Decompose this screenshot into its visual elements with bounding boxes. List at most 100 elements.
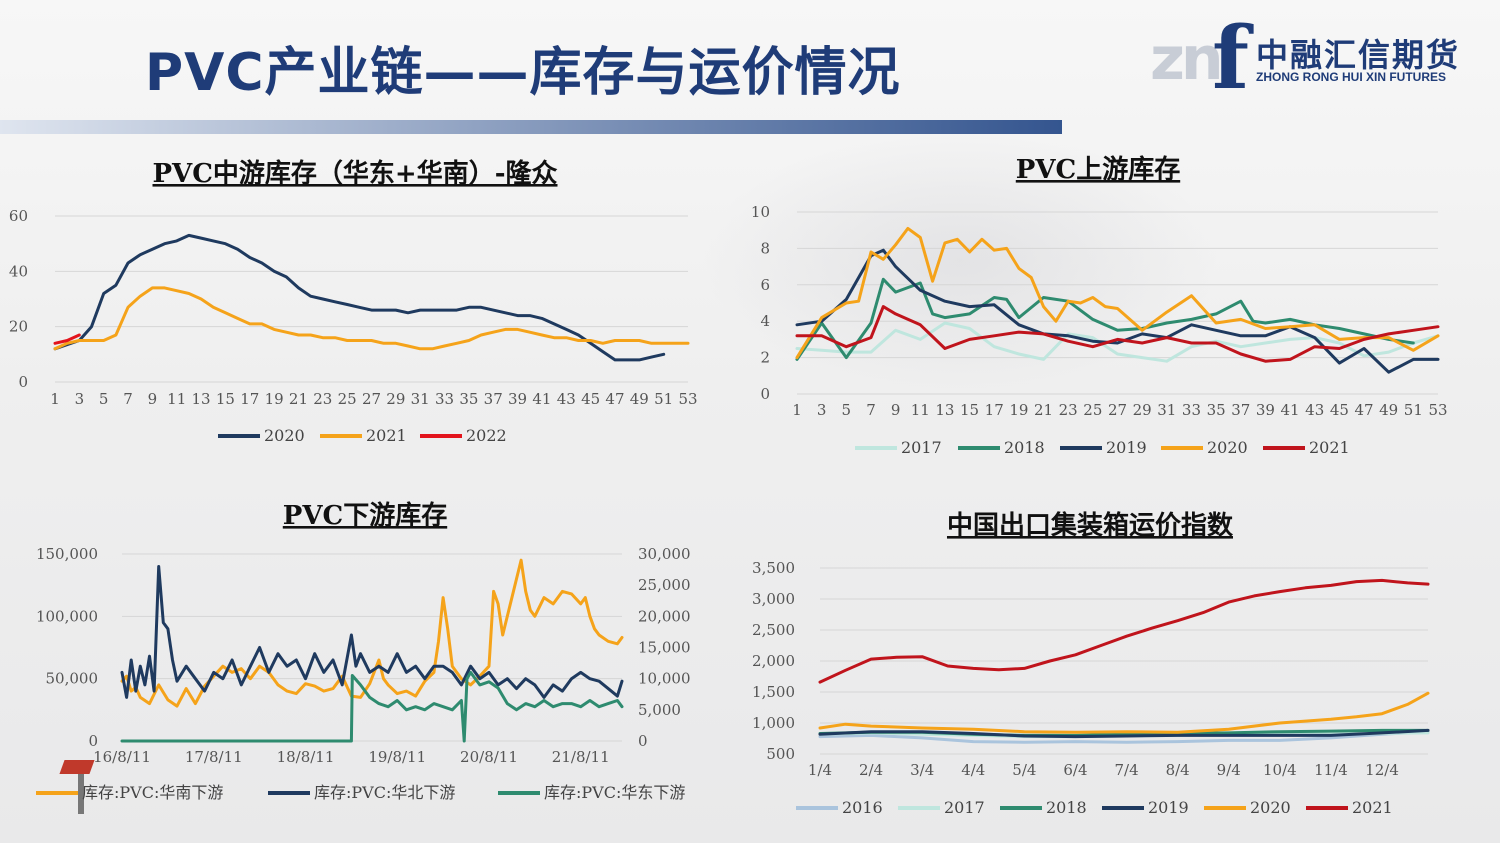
logo-chinese-name: 中融汇信期货 [1256, 36, 1461, 74]
series-line [795, 305, 1440, 363]
y-tick-label: 4 [760, 312, 770, 330]
x-tick-label: 1 [792, 401, 802, 419]
x-tick-label: 35 [459, 390, 478, 408]
x-tick-label: 20/8/11 [460, 748, 518, 766]
y-tick-label: 3,500 [752, 559, 795, 577]
x-tick-label: 6/4 [1063, 761, 1087, 779]
y-tick-label: 6 [760, 276, 770, 294]
x-tick-label: 13 [935, 401, 954, 419]
legend-label: 2020 [264, 426, 305, 445]
x-tick-label: 7/4 [1114, 761, 1138, 779]
legend-label: 2017 [901, 438, 942, 457]
y-tick-label: 100,000 [36, 607, 98, 625]
y-tick-label: 2 [760, 349, 770, 367]
x-tick-label: 23 [313, 390, 332, 408]
x-tick-label: 18/8/11 [277, 748, 335, 766]
x-tick-label: 21/8/11 [552, 748, 610, 766]
x-tick-label: 11 [167, 390, 186, 408]
y-tick-label: 150,000 [36, 545, 98, 563]
y-right-tick-label: 30,000 [638, 545, 691, 563]
x-tick-label: 41 [1281, 401, 1300, 419]
x-tick-label: 3 [817, 401, 827, 419]
signpost-pole-decoration [78, 774, 84, 814]
x-tick-label: 37 [1231, 401, 1250, 419]
x-tick-label: 45 [1330, 401, 1349, 419]
x-tick-label: 17/8/11 [185, 748, 243, 766]
legend-label: 库存:PVC:华东下游 [544, 783, 685, 802]
x-tick-label: 9/4 [1217, 761, 1241, 779]
x-tick-label: 15 [960, 401, 979, 419]
y-tick-label: 60 [9, 207, 28, 225]
x-tick-label: 37 [484, 390, 503, 408]
x-tick-label: 45 [581, 390, 600, 408]
logo-mark: zn [1150, 24, 1224, 94]
x-tick-label: 33 [435, 390, 454, 408]
x-tick-label: 35 [1207, 401, 1226, 419]
y-tick-label: 1,000 [752, 714, 795, 732]
x-tick-label: 8/4 [1166, 761, 1190, 779]
x-tick-label: 43 [557, 390, 576, 408]
legend-label: 2018 [1046, 798, 1087, 817]
title-underline-bar [0, 120, 1062, 134]
x-tick-label: 17 [985, 401, 1004, 419]
y-tick-label: 0 [18, 373, 28, 391]
x-tick-label: 25 [1083, 401, 1102, 419]
x-tick-label: 39 [508, 390, 527, 408]
x-tick-label: 1/4 [808, 761, 832, 779]
series-line [795, 277, 1415, 361]
x-tick-label: 23 [1059, 401, 1078, 419]
x-tick-label: 39 [1256, 401, 1275, 419]
legend-label: 2018 [1004, 438, 1045, 457]
series-line [53, 233, 666, 362]
legend-label: 2021 [1309, 438, 1350, 457]
y-right-tick-label: 15,000 [638, 639, 691, 657]
x-tick-label: 41 [532, 390, 551, 408]
y-tick-label: 0 [760, 385, 770, 403]
x-tick-label: 31 [411, 390, 430, 408]
y-tick-label: 3,000 [752, 590, 795, 608]
y-right-tick-label: 0 [638, 732, 648, 750]
legend-label: 2019 [1106, 438, 1147, 457]
x-tick-label: 19/8/11 [368, 748, 426, 766]
x-tick-label: 15 [216, 390, 235, 408]
y-tick-label: 500 [766, 745, 795, 763]
legend-label: 2016 [842, 798, 883, 817]
legend-label: 2021 [366, 426, 407, 445]
y-right-tick-label: 25,000 [638, 576, 691, 594]
x-tick-label: 11 [911, 401, 930, 419]
y-right-tick-label: 20,000 [638, 607, 691, 625]
y-tick-label: 10 [751, 203, 770, 221]
y-tick-label: 2,000 [752, 652, 795, 670]
x-tick-label: 49 [1379, 401, 1398, 419]
x-tick-label: 3/4 [910, 761, 934, 779]
series-line [120, 565, 624, 699]
page-title: PVC产业链——库存与运价情况 [145, 43, 901, 103]
y-tick-label: 40 [9, 262, 28, 280]
x-tick-label: 27 [1108, 401, 1127, 419]
chart-title: PVC上游库存 [1016, 155, 1180, 185]
x-tick-label: 2/4 [859, 761, 883, 779]
legend-label: 2019 [1148, 798, 1189, 817]
legend-label: 2020 [1250, 798, 1291, 817]
x-tick-label: 53 [678, 390, 697, 408]
x-tick-label: 29 [386, 390, 405, 408]
series-line [818, 691, 1430, 734]
x-tick-label: 53 [1428, 401, 1447, 419]
x-tick-label: 17 [240, 390, 259, 408]
legend-label: 2017 [944, 798, 985, 817]
x-tick-label: 19 [265, 390, 284, 408]
y-tick-label: 0 [88, 732, 98, 750]
x-tick-label: 13 [192, 390, 211, 408]
x-tick-label: 5 [842, 401, 852, 419]
x-tick-label: 49 [630, 390, 649, 408]
x-tick-label: 33 [1182, 401, 1201, 419]
y-right-tick-label: 10,000 [638, 670, 691, 688]
logo-f-mark: f [1212, 8, 1249, 109]
x-tick-label: 31 [1157, 401, 1176, 419]
legend-label: 2021 [1352, 798, 1393, 817]
x-tick-label: 3 [75, 390, 85, 408]
x-tick-label: 21 [289, 390, 308, 408]
